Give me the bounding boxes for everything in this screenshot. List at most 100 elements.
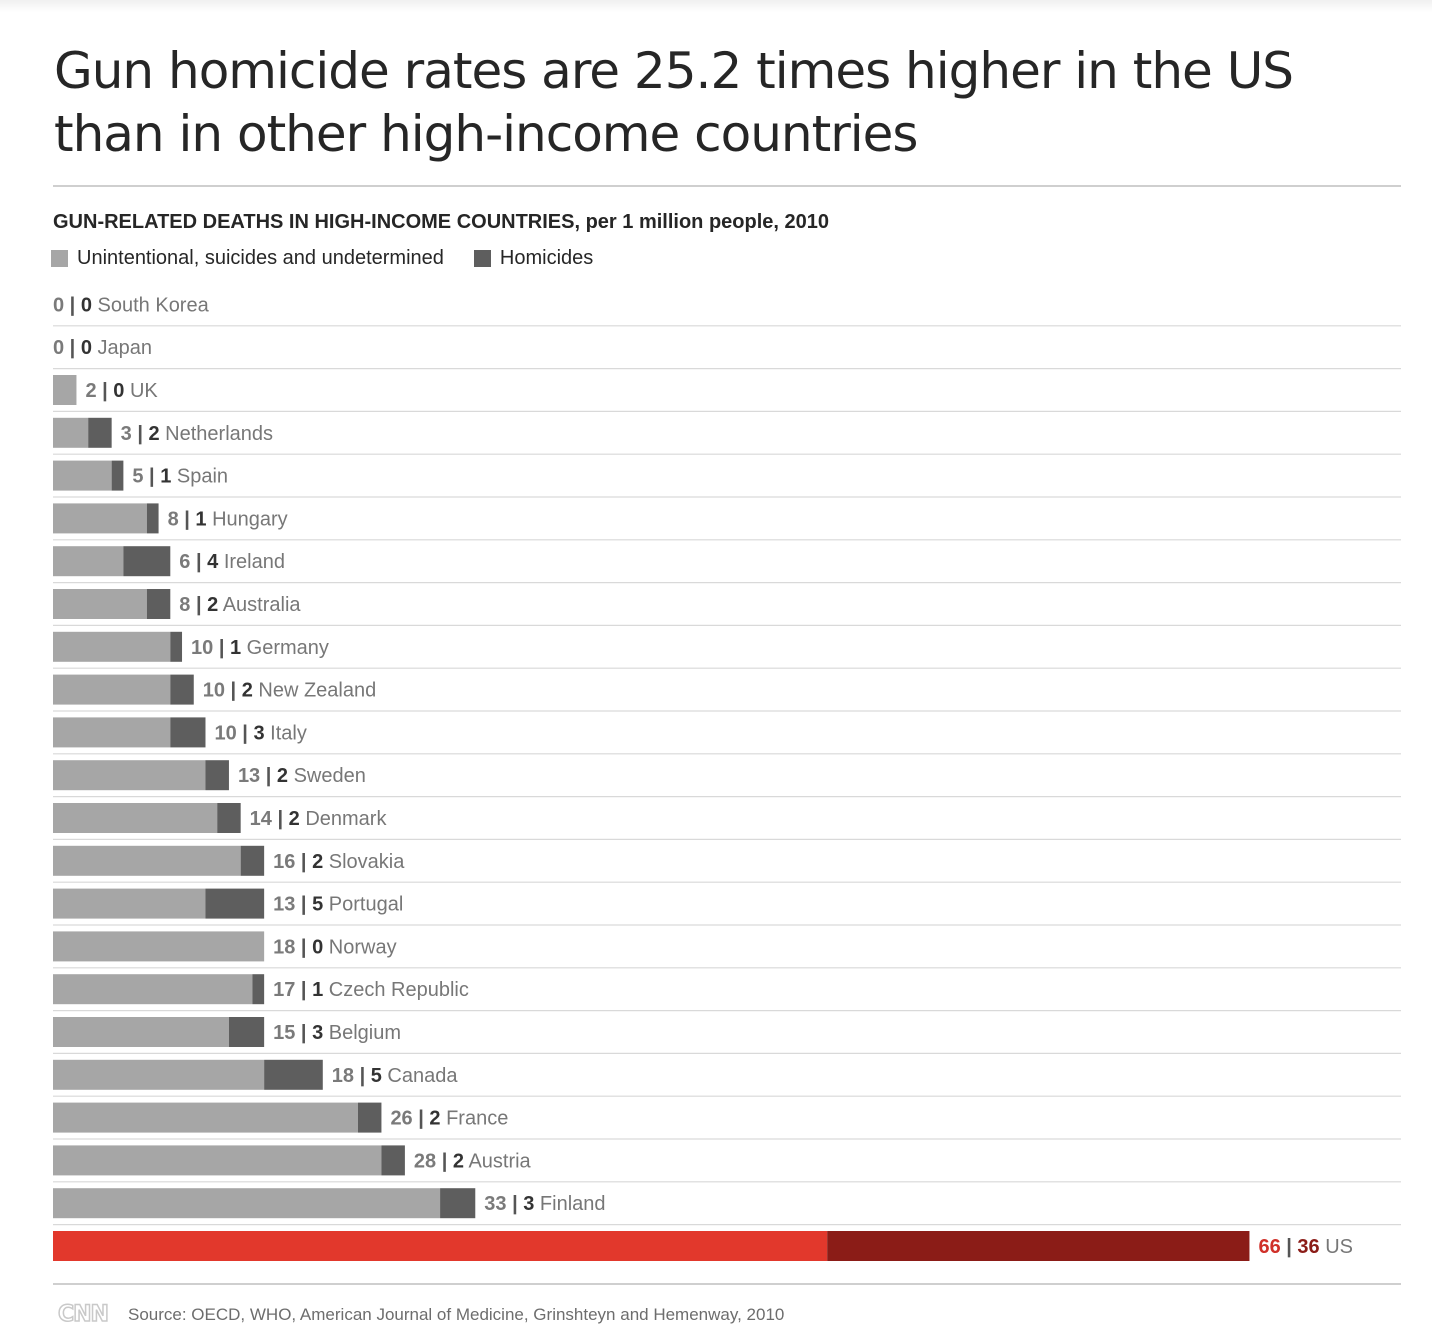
country-name: Sweden bbox=[288, 765, 366, 787]
bar-other bbox=[53, 417, 89, 448]
bar-homicides bbox=[170, 717, 206, 748]
bar-other bbox=[53, 460, 112, 491]
separator: | bbox=[272, 808, 289, 830]
country-name: Hungary bbox=[207, 508, 288, 530]
value-other: 16 bbox=[273, 851, 295, 873]
separator: | bbox=[295, 1022, 312, 1044]
country-name: Slovakia bbox=[323, 851, 405, 873]
bar-other bbox=[53, 546, 124, 577]
value-homicides: 5 bbox=[371, 1065, 382, 1087]
value-homicides: 5 bbox=[312, 894, 323, 916]
legend-swatch-homicides bbox=[473, 249, 491, 267]
country-name: Denmark bbox=[300, 808, 388, 830]
country-name: France bbox=[441, 1108, 509, 1130]
value-homicides: 2 bbox=[453, 1150, 464, 1172]
separator: | bbox=[213, 637, 230, 659]
country-name: Italy bbox=[265, 722, 307, 744]
legend-item-other: Unintentional, suicides and undetermined bbox=[51, 247, 444, 270]
chart-title: Gun homicide rates are 25.2 times higher… bbox=[54, 42, 1294, 163]
country-name: Portugal bbox=[323, 894, 403, 916]
bar-label: 66 | 36 US bbox=[1258, 1236, 1353, 1258]
value-other: 3 bbox=[121, 423, 132, 445]
bar-label: 26 | 2 France bbox=[390, 1108, 508, 1130]
value-homicides: 4 bbox=[207, 551, 219, 573]
value-homicides: 1 bbox=[160, 466, 171, 488]
value-other: 13 bbox=[238, 765, 260, 787]
value-homicides: 2 bbox=[207, 594, 218, 616]
bar-label: 0 | 0 South Korea bbox=[53, 294, 210, 316]
bar-label: 3 | 2 Netherlands bbox=[121, 423, 273, 445]
country-name: Norway bbox=[323, 936, 396, 958]
bar-homicides bbox=[205, 760, 229, 791]
country-name: Australia bbox=[218, 594, 301, 616]
separator: | bbox=[295, 979, 312, 1001]
bar-row-australia: 8 | 2 Australia bbox=[53, 589, 1401, 627]
bar-other bbox=[53, 1059, 265, 1090]
bar-label: 14 | 2 Denmark bbox=[250, 808, 388, 830]
bar-label: 17 | 1 Czech Republic bbox=[273, 979, 469, 1001]
value-homicides: 2 bbox=[429, 1108, 440, 1130]
bar-row-ireland: 6 | 4 Ireland bbox=[53, 546, 1401, 584]
bar-homicides bbox=[88, 417, 112, 448]
bar-row-spain: 5 | 1 Spain bbox=[53, 460, 1401, 498]
value-homicides: 0 bbox=[113, 380, 124, 402]
bar-other bbox=[53, 1102, 358, 1133]
legend-label-homicides: Homicides bbox=[499, 246, 594, 269]
bar-homicides bbox=[252, 974, 265, 1005]
bar-other bbox=[53, 1145, 382, 1176]
separator: | bbox=[225, 680, 242, 702]
bar-homicides bbox=[240, 845, 265, 876]
bar-other bbox=[53, 674, 171, 705]
separator: | bbox=[64, 294, 81, 316]
bar-row-norway: 18 | 0 Norway bbox=[53, 931, 1401, 969]
bar-row-france: 26 | 2 France bbox=[53, 1102, 1401, 1140]
separator: | bbox=[413, 1108, 430, 1130]
bar-row-us: 66 | 36 US bbox=[53, 1231, 1353, 1261]
bar-homicides bbox=[217, 803, 241, 833]
bar-label: 10 | 3 Italy bbox=[214, 722, 306, 744]
bar-label: 15 | 3 Belgium bbox=[273, 1022, 401, 1044]
bar-row-belgium: 15 | 3 Belgium bbox=[53, 1017, 1401, 1055]
bar-homicides bbox=[123, 546, 171, 577]
bar-row-slovakia: 16 | 2 Slovakia bbox=[53, 845, 1401, 883]
country-name: New Zealand bbox=[253, 680, 376, 702]
separator: | bbox=[260, 765, 277, 787]
bar-other bbox=[53, 1017, 229, 1047]
bar-other bbox=[53, 1188, 441, 1219]
bar-label: 8 | 2 Australia bbox=[179, 594, 301, 616]
value-homicides: 3 bbox=[253, 722, 264, 744]
cnn-logo: CNN bbox=[57, 1301, 109, 1328]
bar-homicides bbox=[827, 1231, 1250, 1261]
bar-label: 28 | 2 Austria bbox=[414, 1150, 532, 1172]
bar-homicides bbox=[170, 631, 183, 662]
value-other: 0 bbox=[53, 337, 64, 359]
value-homicides: 2 bbox=[289, 808, 300, 830]
legend: Unintentional, suicides and undetermined… bbox=[51, 244, 623, 272]
bar-label: 8 | 1 Hungary bbox=[168, 508, 288, 530]
bar-row-portugal: 13 | 5 Portugal bbox=[53, 888, 1401, 926]
country-name: Germany bbox=[241, 637, 329, 659]
bar-row-canada: 18 | 5 Canada bbox=[53, 1059, 1401, 1097]
separator: | bbox=[295, 936, 312, 958]
legend-label-other: Unintentional, suicides and undetermined bbox=[77, 246, 444, 269]
value-other: 18 bbox=[273, 936, 295, 958]
value-other: 8 bbox=[179, 594, 190, 616]
bar-other bbox=[53, 760, 206, 791]
bar-row-austria: 28 | 2 Austria bbox=[53, 1145, 1401, 1183]
bar-homicides bbox=[381, 1145, 405, 1176]
bar-homicides bbox=[264, 1059, 323, 1090]
bar-other bbox=[53, 589, 147, 619]
country-name: South Korea bbox=[92, 294, 210, 316]
bar-label: 13 | 5 Portugal bbox=[273, 894, 403, 916]
bar-label: 18 | 0 Norway bbox=[273, 936, 396, 958]
value-homicides: 2 bbox=[277, 765, 288, 787]
bar-label: 10 | 2 New Zealand bbox=[203, 680, 377, 702]
value-other: 0 bbox=[53, 294, 64, 316]
separator: | bbox=[179, 508, 196, 530]
bar-row-japan: 0 | 0 Japan bbox=[53, 337, 1401, 370]
bar-homicides bbox=[146, 503, 159, 534]
title-divider bbox=[53, 185, 1401, 187]
bar-homicides bbox=[170, 674, 194, 705]
value-other: 10 bbox=[203, 680, 225, 702]
